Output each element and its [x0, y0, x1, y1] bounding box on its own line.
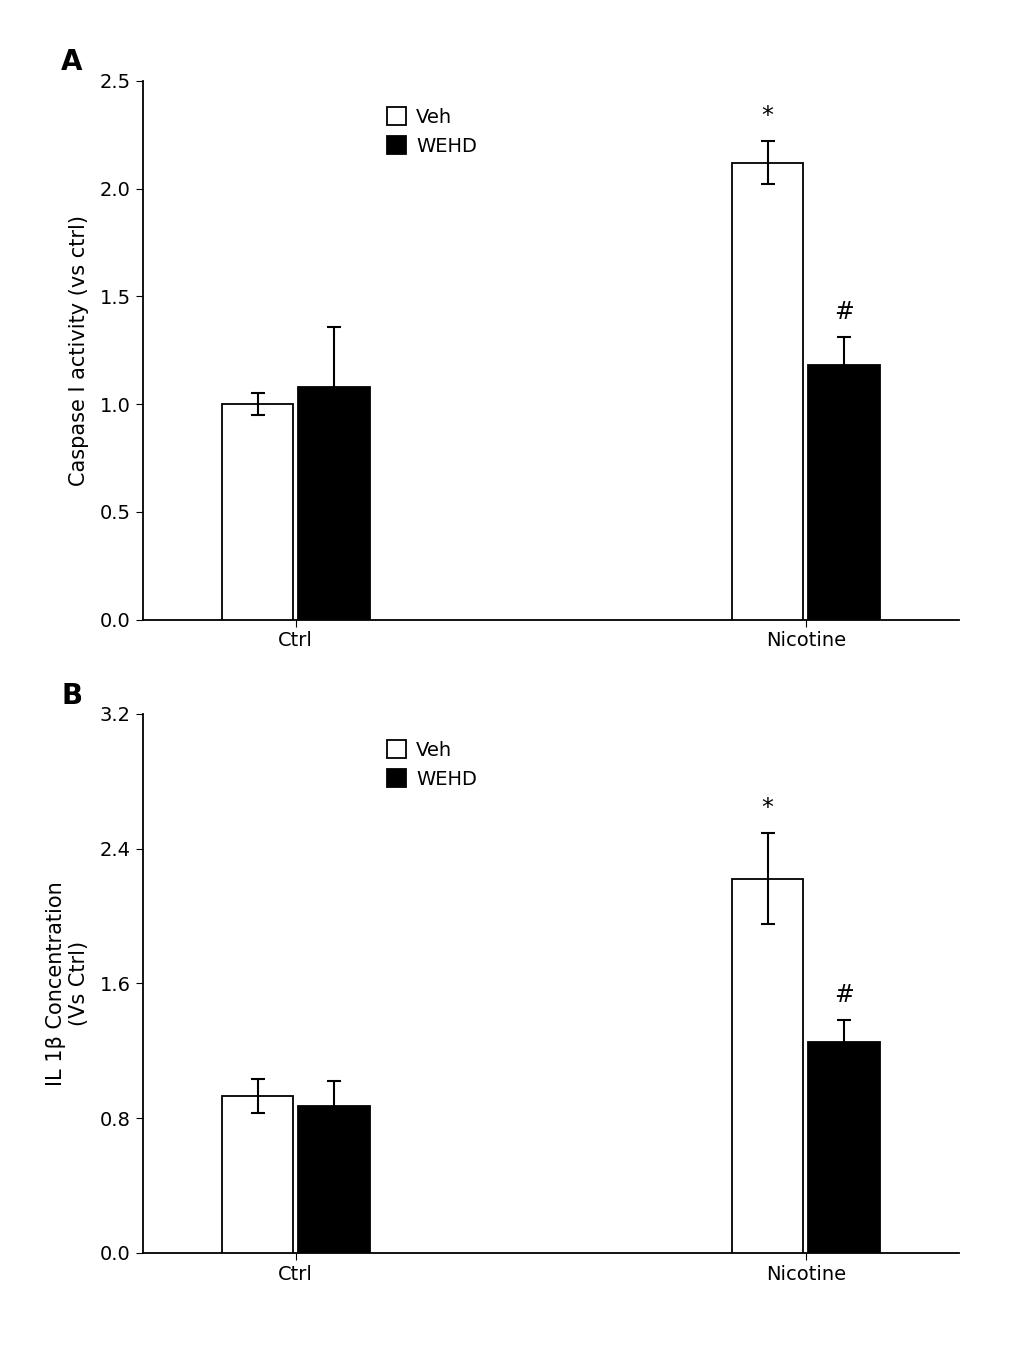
Text: #: # — [834, 983, 853, 1006]
Text: *: * — [761, 796, 772, 820]
Bar — [222, 404, 293, 620]
Text: B: B — [61, 682, 83, 710]
Y-axis label: Caspase I activity (vs ctrl): Caspase I activity (vs ctrl) — [68, 214, 89, 486]
Text: A: A — [61, 48, 83, 77]
Bar — [299, 1106, 370, 1253]
Y-axis label: IL 1β Concentration
(Vs Ctrl): IL 1β Concentration (Vs Ctrl) — [46, 881, 89, 1086]
Bar — [732, 878, 803, 1253]
Bar — [808, 1043, 879, 1253]
Legend: Veh, WEHD: Veh, WEHD — [381, 734, 482, 795]
Legend: Veh, WEHD: Veh, WEHD — [381, 101, 482, 162]
Text: #: # — [834, 300, 853, 323]
Bar — [808, 365, 879, 620]
Bar — [299, 387, 370, 620]
Bar — [732, 163, 803, 620]
Text: *: * — [761, 104, 772, 128]
Bar — [222, 1096, 293, 1253]
